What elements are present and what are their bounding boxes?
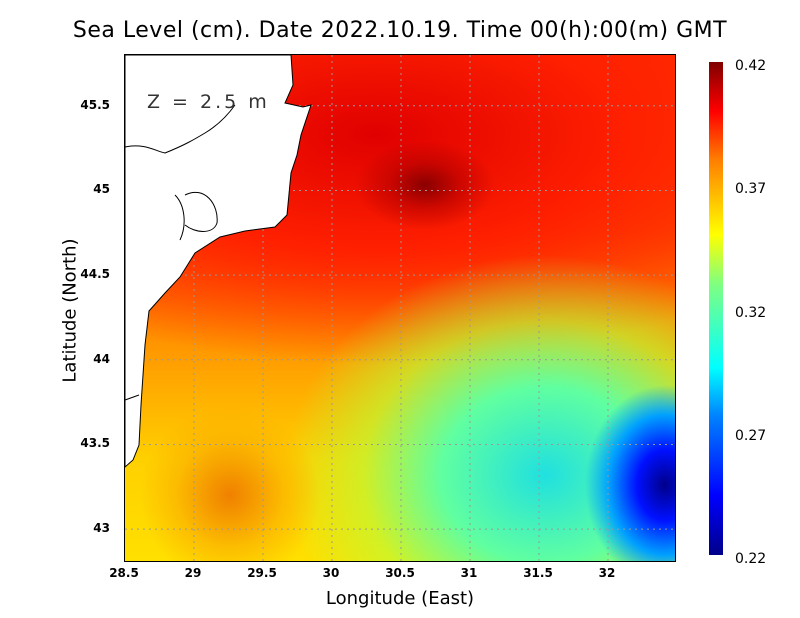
x-tick-label: 30.5 — [385, 566, 415, 580]
x-tick-label: 28.5 — [109, 566, 139, 580]
coastline-inland — [125, 104, 236, 401]
colorbar-tick-label: 0.37 — [735, 181, 767, 198]
x-tick-label: 31.5 — [523, 566, 553, 580]
y-tick-label: 45 — [93, 182, 110, 197]
colorbar — [709, 62, 723, 555]
y-tick-label: 44.5 — [80, 267, 110, 282]
y-tick-label: 43.5 — [80, 436, 110, 451]
map-overlay — [125, 55, 675, 561]
x-tick-label: 29.5 — [247, 566, 277, 580]
x-tick-label: 30 — [322, 566, 340, 580]
y-axis-label: Latitude (North) — [59, 238, 81, 383]
colorbar-tick-label: 0.27 — [735, 427, 767, 444]
y-tick-label: 44 — [93, 351, 110, 366]
x-axis-label: Longitude (East) — [325, 588, 475, 609]
land-coastline — [125, 55, 312, 468]
grid-lines — [125, 55, 675, 561]
colorbar-tick-label: 0.22 — [735, 551, 767, 567]
y-tick-label: 45.5 — [80, 97, 110, 112]
depth-annotation: Z = 2.5 m — [147, 91, 270, 113]
y-tick-label: 43 — [93, 521, 110, 536]
colorbar-tick-label: 0.32 — [735, 304, 767, 321]
colorbar-tick-label: 0.42 — [735, 58, 767, 74]
x-tick-label: 31 — [460, 566, 478, 580]
x-tick-label: 29 — [184, 566, 202, 580]
map-plot-area: Z = 2.5 m — [124, 54, 676, 562]
chart-title: Sea Level (cm). Date 2022.10.19. Time 00… — [72, 18, 728, 43]
x-tick-label: 32 — [598, 566, 616, 580]
